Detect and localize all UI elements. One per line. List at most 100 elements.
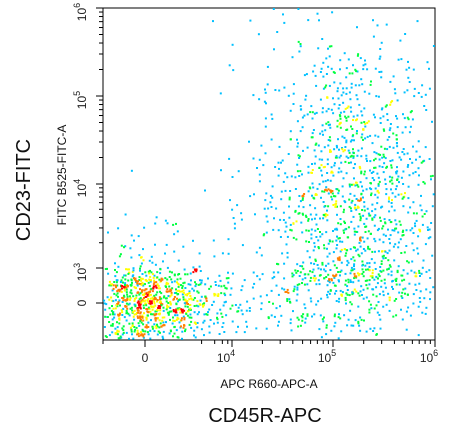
- event-point: [296, 286, 299, 289]
- event-point: [423, 105, 426, 107]
- event-point: [335, 200, 338, 203]
- event-point: [114, 307, 117, 310]
- event-point: [314, 194, 317, 196]
- event-point: [341, 195, 344, 198]
- event-point: [358, 324, 361, 327]
- event-point: [392, 75, 395, 78]
- event-point: [262, 164, 265, 167]
- event-point: [264, 125, 267, 128]
- event-point: [138, 293, 141, 296]
- event-point: [342, 229, 345, 232]
- event-point: [338, 258, 341, 260]
- event-point: [207, 311, 209, 314]
- event-point: [402, 113, 404, 116]
- event-point: [373, 159, 375, 162]
- event-point: [271, 117, 274, 120]
- event-point: [129, 291, 132, 294]
- event-point: [338, 313, 340, 316]
- event-point: [277, 320, 280, 323]
- event-point: [375, 333, 378, 336]
- event-point: [374, 208, 377, 211]
- event-point: [391, 280, 394, 283]
- event-point: [126, 293, 129, 296]
- event-point: [387, 273, 390, 276]
- event-point: [139, 292, 142, 295]
- event-point: [265, 231, 268, 234]
- event-point: [380, 145, 383, 148]
- event-point: [139, 269, 141, 272]
- event-point: [349, 106, 352, 109]
- event-point: [160, 292, 163, 295]
- event-point: [311, 171, 313, 174]
- event-point: [362, 189, 365, 192]
- event-point: [151, 273, 154, 276]
- event-point: [324, 180, 327, 183]
- event-point: [148, 278, 151, 281]
- event-point: [111, 318, 114, 321]
- event-point: [337, 279, 340, 282]
- event-point: [175, 311, 178, 314]
- event-point: [339, 317, 342, 320]
- event-point: [296, 170, 299, 173]
- event-point: [209, 319, 212, 321]
- event-point: [384, 234, 387, 237]
- event-point: [341, 291, 344, 294]
- event-point: [363, 90, 366, 93]
- event-point: [357, 149, 360, 152]
- event-point: [340, 330, 343, 333]
- event-point: [391, 176, 394, 179]
- event-point: [338, 114, 341, 117]
- event-point: [220, 292, 223, 295]
- event-point: [303, 114, 306, 117]
- event-point: [111, 311, 114, 314]
- event-point: [361, 209, 364, 211]
- event-point: [170, 293, 173, 296]
- event-point: [137, 311, 140, 314]
- event-point: [206, 313, 209, 316]
- event-point: [403, 153, 406, 156]
- event-point: [216, 316, 218, 319]
- event-point: [323, 268, 326, 271]
- event-point: [356, 206, 359, 209]
- event-point: [136, 291, 139, 294]
- event-point: [418, 282, 421, 285]
- event-point: [405, 245, 408, 247]
- event-point: [354, 119, 357, 122]
- event-point: [193, 289, 195, 292]
- event-point: [200, 281, 203, 284]
- event-point: [388, 299, 391, 302]
- event-point: [368, 279, 371, 282]
- event-point: [430, 178, 432, 181]
- event-point: [409, 314, 412, 317]
- event-point: [373, 261, 376, 264]
- event-point: [158, 296, 161, 299]
- event-point: [200, 328, 203, 331]
- y-tick-label: 104: [72, 179, 89, 197]
- event-point: [347, 318, 350, 321]
- event-point: [295, 299, 298, 302]
- event-point: [421, 215, 424, 218]
- event-point: [332, 97, 334, 100]
- event-point: [378, 314, 381, 316]
- event-point: [292, 236, 295, 239]
- event-point: [289, 300, 291, 303]
- event-point: [333, 195, 335, 198]
- event-point: [315, 236, 318, 238]
- event-point: [397, 175, 400, 178]
- event-point: [307, 165, 310, 168]
- event-point: [352, 156, 355, 159]
- event-point: [113, 316, 116, 319]
- event-point: [363, 201, 366, 204]
- event-point: [375, 152, 378, 155]
- event-point: [142, 335, 145, 338]
- event-point: [211, 304, 214, 306]
- event-point: [232, 69, 235, 72]
- event-point: [431, 254, 434, 257]
- event-point: [138, 254, 141, 257]
- event-point: [234, 304, 237, 306]
- event-point: [195, 283, 198, 286]
- event-point: [353, 206, 356, 209]
- event-point: [265, 215, 268, 218]
- event-point: [278, 145, 281, 148]
- event-point: [334, 284, 337, 287]
